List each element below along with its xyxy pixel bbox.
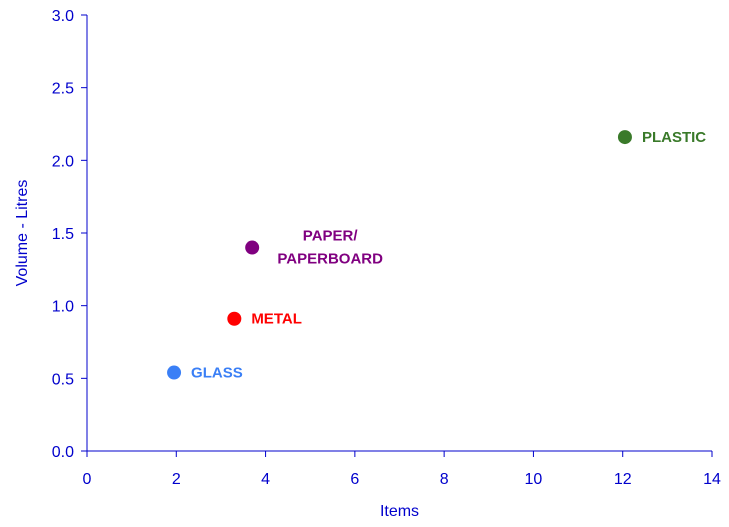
y-tick-label: 1.0: [52, 299, 74, 316]
y-tick-label: 0.0: [52, 444, 74, 461]
point-label: METAL: [251, 311, 302, 328]
x-tick-label: 0: [83, 471, 92, 488]
y-tick-label: 2.5: [52, 81, 74, 98]
data-point-paper: [245, 240, 260, 255]
x-tick-label: 10: [525, 471, 543, 488]
x-tick-label: 14: [703, 471, 721, 488]
y-tick-label: 1.5: [52, 226, 74, 243]
y-tick-label: 3.0: [52, 8, 74, 25]
x-tick-label: 4: [261, 471, 270, 488]
point-label: GLASS: [191, 365, 243, 382]
data-points: [167, 130, 632, 380]
point-labels: GLASS METAL PAPER/PAPERBOARD PLASTIC: [191, 129, 706, 381]
x-tick-label: 2: [172, 471, 181, 488]
axes: [86, 15, 712, 452]
x-tick-label: 12: [614, 471, 632, 488]
point-label: PAPER/: [303, 228, 359, 245]
x-axis-ticks: 0 2 4 6 8 10 12 14: [83, 451, 721, 488]
y-axis-title: Volume - Litres: [14, 180, 31, 287]
point-label: PAPERBOARD: [277, 251, 383, 268]
x-tick-label: 8: [440, 471, 449, 488]
data-point-glass: [167, 365, 182, 380]
data-point-metal: [227, 311, 242, 326]
y-tick-label: 2.0: [52, 153, 74, 170]
point-label: PLASTIC: [642, 129, 706, 146]
data-point-plastic: [617, 130, 632, 145]
y-tick-label: 0.5: [52, 371, 74, 388]
x-tick-label: 6: [350, 471, 359, 488]
x-axis-title: Items: [380, 503, 419, 520]
y-axis-ticks: 0.0 0.5 1.0 1.5 2.0 2.5 3.0: [52, 8, 87, 461]
